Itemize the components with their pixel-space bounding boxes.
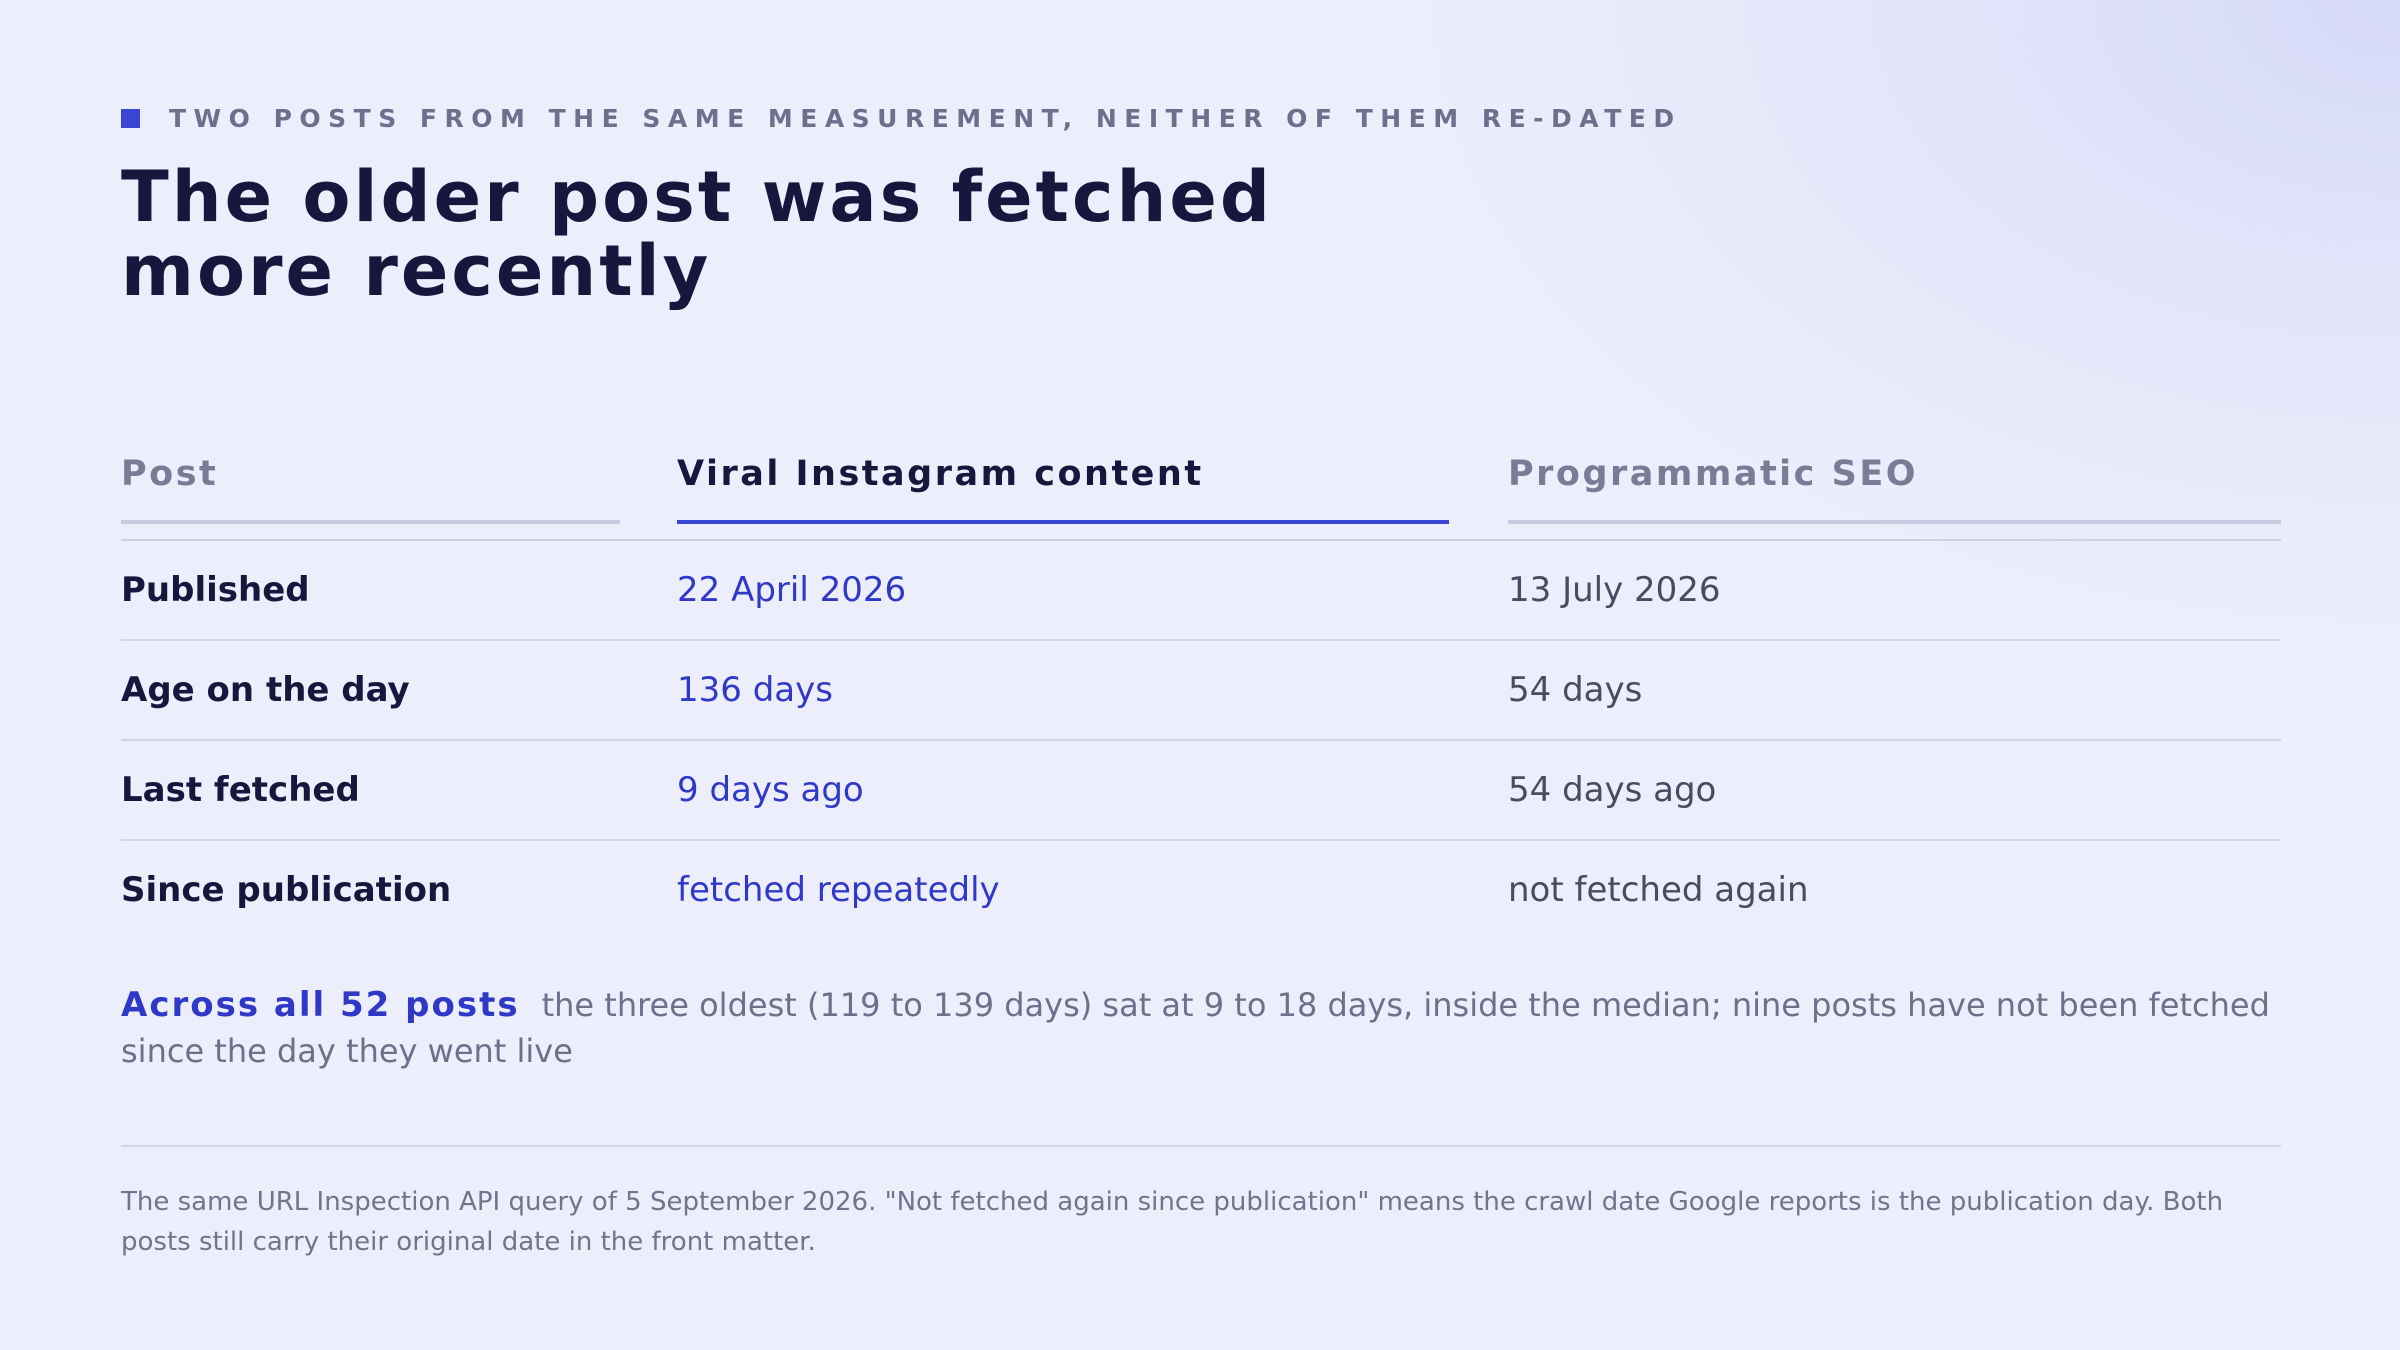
title: The older post was fetched more recently — [121, 160, 1273, 308]
comparison-table: Post Viral Instagram content Programmatic … — [121, 440, 2281, 939]
eyebrow-text: TWO POSTS FROM THE SAME MEASUREMENT, NEI… — [169, 104, 1682, 133]
table-row: Age on the day 136 days 54 days — [121, 641, 2281, 741]
table-cell: 136 days — [677, 670, 833, 710]
table-cell: 13 July 2026 — [1508, 570, 1721, 610]
footnote: The same URL Inspection API query of 5 S… — [121, 1187, 2224, 1257]
table-row: Last fetched 9 days ago 54 days ago — [121, 741, 2281, 841]
row-label: Age on the day — [121, 670, 410, 710]
eyebrow: TWO POSTS FROM THE SAME MEASUREMENT, NEI… — [121, 104, 1682, 133]
row-label: Published — [121, 570, 310, 610]
summary-text: the three oldest (119 to 139 days) sat a… — [121, 986, 2270, 1070]
eyebrow-marker — [121, 109, 140, 128]
title-line: The older post was fetched — [121, 156, 1273, 238]
table-cell: not fetched again — [1508, 870, 1809, 910]
row-label: Last fetched — [121, 770, 360, 810]
row-label: Since publication — [121, 870, 452, 910]
divider — [121, 1145, 2281, 1147]
summary-lead: Across all 52 posts — [121, 985, 520, 1025]
table-cell: 54 days — [1508, 670, 1643, 710]
table-header: Post Viral Instagram content Programmatic … — [121, 440, 2281, 541]
column-header: Programmatic SEO — [1508, 454, 2281, 524]
table-cell: fetched repeatedly — [677, 870, 1000, 910]
table-row: Published 22 April 2026 13 July 2026 — [121, 541, 2281, 641]
title-line: more recently — [121, 230, 712, 312]
table-cell: 54 days ago — [1508, 770, 1717, 810]
table-row: Since publication fetched repeatedly not f… — [121, 841, 2281, 939]
column-header: Post — [121, 454, 620, 524]
table-cell: 9 days ago — [677, 770, 864, 810]
column-header: Viral Instagram content — [677, 454, 1449, 524]
summary: Across all 52 posts the three oldest (119… — [121, 982, 2281, 1074]
table-cell: 22 April 2026 — [677, 570, 907, 610]
